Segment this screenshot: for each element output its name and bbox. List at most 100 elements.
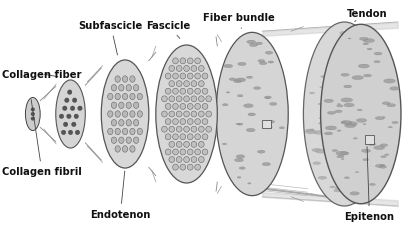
- Ellipse shape: [345, 122, 357, 126]
- Ellipse shape: [362, 159, 368, 161]
- Ellipse shape: [205, 112, 211, 117]
- Ellipse shape: [183, 96, 189, 102]
- Ellipse shape: [183, 142, 189, 148]
- Ellipse shape: [367, 143, 375, 146]
- Ellipse shape: [169, 142, 174, 148]
- Ellipse shape: [233, 80, 241, 83]
- Ellipse shape: [119, 85, 124, 92]
- Ellipse shape: [180, 164, 185, 170]
- Ellipse shape: [246, 41, 255, 44]
- Ellipse shape: [236, 155, 244, 158]
- Ellipse shape: [172, 89, 178, 95]
- Ellipse shape: [161, 112, 167, 117]
- Ellipse shape: [247, 183, 250, 184]
- Ellipse shape: [351, 76, 362, 80]
- Ellipse shape: [187, 104, 193, 110]
- Ellipse shape: [122, 146, 128, 153]
- Ellipse shape: [180, 59, 185, 65]
- Ellipse shape: [74, 114, 79, 119]
- Ellipse shape: [329, 186, 335, 188]
- Ellipse shape: [180, 104, 185, 110]
- Ellipse shape: [129, 111, 135, 118]
- Ellipse shape: [119, 137, 124, 144]
- Ellipse shape: [226, 92, 229, 94]
- Ellipse shape: [137, 111, 142, 118]
- Ellipse shape: [183, 157, 189, 163]
- Ellipse shape: [236, 177, 240, 178]
- Ellipse shape: [165, 74, 171, 80]
- Bar: [262, 121, 270, 128]
- Ellipse shape: [31, 117, 34, 121]
- Ellipse shape: [264, 97, 271, 99]
- Ellipse shape: [198, 142, 204, 148]
- Ellipse shape: [202, 134, 207, 140]
- Ellipse shape: [303, 23, 384, 206]
- Ellipse shape: [238, 167, 245, 169]
- Ellipse shape: [122, 111, 128, 118]
- Ellipse shape: [137, 94, 142, 100]
- Ellipse shape: [205, 96, 211, 102]
- Ellipse shape: [165, 134, 171, 140]
- Ellipse shape: [165, 149, 171, 155]
- Ellipse shape: [111, 103, 117, 109]
- Ellipse shape: [129, 146, 135, 153]
- Ellipse shape: [25, 98, 40, 131]
- Ellipse shape: [319, 87, 323, 89]
- Ellipse shape: [269, 103, 276, 106]
- Ellipse shape: [68, 131, 72, 135]
- Ellipse shape: [336, 130, 340, 132]
- Ellipse shape: [194, 59, 200, 65]
- Ellipse shape: [249, 44, 257, 47]
- Ellipse shape: [333, 73, 343, 77]
- Ellipse shape: [379, 165, 384, 166]
- Ellipse shape: [357, 65, 369, 69]
- Ellipse shape: [180, 134, 185, 140]
- Ellipse shape: [340, 35, 346, 37]
- Ellipse shape: [360, 165, 363, 166]
- Ellipse shape: [194, 149, 200, 155]
- Ellipse shape: [122, 76, 128, 83]
- Ellipse shape: [328, 68, 336, 71]
- Ellipse shape: [169, 127, 174, 133]
- Ellipse shape: [349, 79, 359, 82]
- Ellipse shape: [187, 164, 193, 170]
- Ellipse shape: [107, 94, 113, 100]
- Ellipse shape: [356, 110, 361, 112]
- Ellipse shape: [176, 66, 182, 72]
- Ellipse shape: [172, 119, 178, 125]
- Ellipse shape: [115, 146, 120, 153]
- Ellipse shape: [202, 149, 207, 155]
- Ellipse shape: [234, 159, 243, 162]
- Ellipse shape: [133, 137, 138, 144]
- Ellipse shape: [389, 87, 398, 91]
- Ellipse shape: [180, 149, 185, 155]
- Ellipse shape: [67, 90, 72, 95]
- Ellipse shape: [380, 156, 385, 158]
- Ellipse shape: [115, 94, 120, 100]
- Ellipse shape: [325, 100, 334, 104]
- Ellipse shape: [56, 81, 85, 148]
- Ellipse shape: [344, 177, 348, 179]
- Ellipse shape: [352, 110, 362, 113]
- Ellipse shape: [237, 95, 243, 98]
- Ellipse shape: [379, 144, 387, 147]
- Ellipse shape: [374, 104, 378, 106]
- Ellipse shape: [362, 103, 371, 106]
- Ellipse shape: [335, 152, 346, 155]
- Ellipse shape: [194, 134, 200, 140]
- Ellipse shape: [373, 53, 381, 56]
- Ellipse shape: [384, 154, 388, 156]
- Ellipse shape: [183, 81, 189, 87]
- Ellipse shape: [343, 104, 353, 107]
- Ellipse shape: [332, 146, 341, 149]
- Ellipse shape: [111, 120, 117, 126]
- Ellipse shape: [194, 164, 200, 170]
- Ellipse shape: [309, 129, 313, 131]
- Ellipse shape: [172, 149, 178, 155]
- Ellipse shape: [126, 137, 131, 144]
- Ellipse shape: [70, 106, 74, 111]
- Ellipse shape: [337, 145, 340, 146]
- Ellipse shape: [165, 119, 171, 125]
- Ellipse shape: [172, 74, 178, 80]
- Ellipse shape: [339, 32, 348, 35]
